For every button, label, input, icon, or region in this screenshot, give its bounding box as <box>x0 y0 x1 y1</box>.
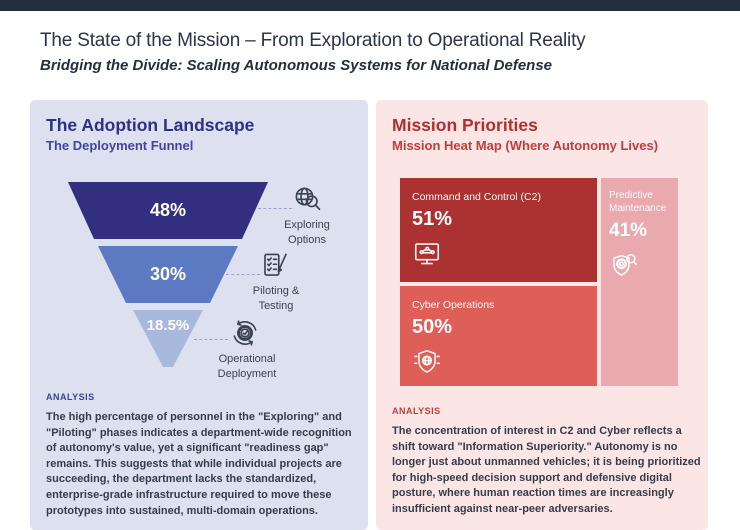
globe-magnifier-icon <box>292 184 322 214</box>
gear-sync-icon <box>230 318 260 348</box>
heatmap-cell-cyber: Cyber Operations 50% <box>400 286 597 386</box>
left-panel-header: The Adoption Landscape The Deployment Fu… <box>46 115 254 153</box>
left-analysis-text: The high percentage of personnel in the … <box>46 411 352 517</box>
funnel-stage-piloting: 30% <box>98 246 238 303</box>
funnel-stage-exploring-label: Exploring Options <box>284 219 330 246</box>
shield-gear-magnifier-icon <box>609 250 639 280</box>
heatmap-cell-predictive-value: 41% <box>609 219 648 241</box>
top-brand-bar <box>0 0 740 11</box>
funnel-stage-deployment-value: 18.5% <box>146 317 190 334</box>
funnel-connector-line-2 <box>226 274 260 275</box>
funnel-stage-exploring-value: 48% <box>149 200 187 220</box>
right-panel-header: Mission Priorities Mission Heat Map (Whe… <box>392 115 658 153</box>
mission-heatmap-chart: Command and Control (C2) 51% Cyber Opera… <box>400 178 678 386</box>
funnel-stage-piloting-value: 30% <box>149 264 187 284</box>
left-analysis-section: ANALYSIS The high percentage of personne… <box>46 392 360 519</box>
monitor-network-icon <box>412 239 442 269</box>
adoption-landscape-panel: The Adoption Landscape The Deployment Fu… <box>30 100 368 530</box>
deployment-funnel-chart: 48% 30% 18.5% <box>30 180 368 392</box>
heatmap-cell-c2: Command and Control (C2) 51% <box>400 178 597 282</box>
heatmap-cell-c2-value: 51% <box>412 208 453 231</box>
right-analysis-section: ANALYSIS The concentration of interest i… <box>392 406 706 518</box>
checklist-pencil-icon <box>260 250 290 280</box>
heatmap-cell-predictive-label: Predictive Maintenance <box>609 190 667 214</box>
page-title: The State of the Mission – From Explorat… <box>40 30 586 51</box>
funnel-stage-piloting-label: Piloting & Testing <box>252 285 300 312</box>
heatmap-cell-cyber-value: 50% <box>412 316 453 339</box>
mission-priorities-panel: Mission Priorities Mission Heat Map (Whe… <box>376 100 708 530</box>
funnel-connector-line-3 <box>194 339 228 340</box>
right-panel-subheading: Mission Heat Map (Where Autonomy Lives) <box>392 138 659 154</box>
left-panel-subheading: The Deployment Funnel <box>46 138 194 154</box>
right-analysis-text: The concentration of interest in C2 and … <box>392 425 701 516</box>
heatmap-cell-c2-label: Command and Control (C2) <box>412 191 541 203</box>
left-analysis-label: ANALYSIS <box>46 392 95 402</box>
right-panel-heading: Mission Priorities <box>392 115 538 135</box>
right-analysis-label: ANALYSIS <box>392 406 441 416</box>
page-subtitle: Bridging the Divide: Scaling Autonomous … <box>40 57 553 74</box>
shield-globe-icon <box>412 347 442 377</box>
heatmap-cell-predictive: Predictive Maintenance 41% <box>601 178 678 386</box>
heatmap-cell-cyber-label: Cyber Operations <box>412 299 495 311</box>
funnel-connector-line-1 <box>258 208 292 209</box>
funnel-stage-deployment-label: Operational Deployment <box>217 353 277 380</box>
funnel-stage-exploring: 48% <box>68 182 268 239</box>
left-panel-heading: The Adoption Landscape <box>46 115 255 135</box>
